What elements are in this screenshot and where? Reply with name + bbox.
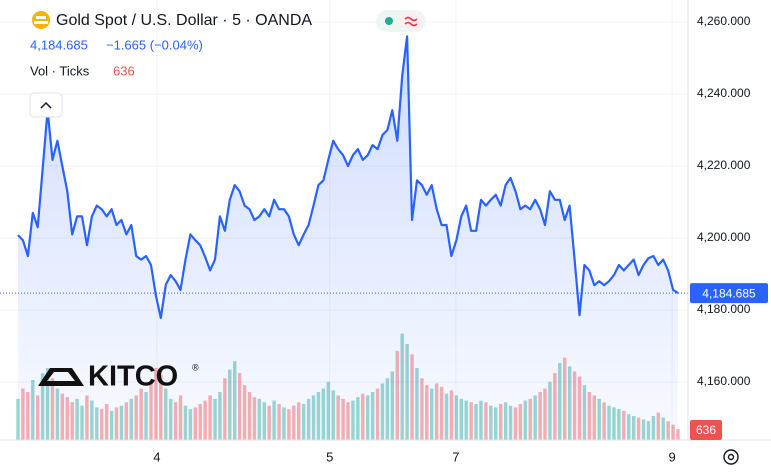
market-open-dot [385, 17, 393, 25]
x-tick-label: 7 [452, 449, 459, 464]
last-price: 4,184.685 [30, 37, 88, 52]
settings-icon-center [727, 453, 735, 461]
volume-tag-label: 636 [696, 423, 716, 437]
y-tick-label: 4,200.000 [697, 230, 751, 244]
symbol-icon [32, 11, 50, 29]
volume-tag [690, 420, 722, 440]
last-price-tag [690, 283, 768, 304]
price-change: −1.665 (−0.04%) [106, 37, 203, 52]
logo-icon [38, 368, 84, 386]
delay-pill[interactable] [400, 12, 424, 30]
header: Gold Spot / U.S. Dollar · 5 · OANDA 4,18… [29, 10, 426, 118]
logo-text: KITCO [88, 361, 178, 393]
collapse-icon [40, 101, 52, 109]
settings-icon [723, 449, 739, 465]
logo: KITCO ® [38, 361, 199, 393]
symbol-icon-bar [36, 16, 46, 19]
collapse-button[interactable] [29, 92, 63, 118]
volume-last: 636 [113, 63, 135, 78]
logo-mark: ® [192, 362, 199, 372]
x-tick-label: 9 [668, 449, 675, 464]
symbol-icon-bar [34, 21, 48, 24]
x-tick-label: 5 [326, 449, 333, 464]
settings-button[interactable] [723, 449, 739, 465]
y-tick-label: 4,240.000 [697, 86, 751, 100]
price-line [0, 35, 688, 441]
last-price-tag-label: 4,184.685 [702, 286, 756, 300]
volume-legend: Vol · Ticks [30, 63, 90, 78]
axes: 4,160.000 4,180.000 4,200.000 4,220.000 4,24… [0, 0, 771, 464]
y-tick-label: 4,180.000 [697, 302, 751, 316]
y-tick-label: 4,220.000 [697, 158, 751, 172]
price-line [17, 35, 679, 319]
chart-title: Gold Spot / U.S. Dollar · 5 · OANDA [56, 12, 312, 29]
y-tick-label: 4,160.000 [697, 374, 751, 388]
area-fill [18, 36, 678, 441]
y-tick-label: 4,260.000 [697, 14, 751, 28]
delay-icon [404, 16, 418, 27]
x-tick-label: 4 [153, 449, 160, 464]
